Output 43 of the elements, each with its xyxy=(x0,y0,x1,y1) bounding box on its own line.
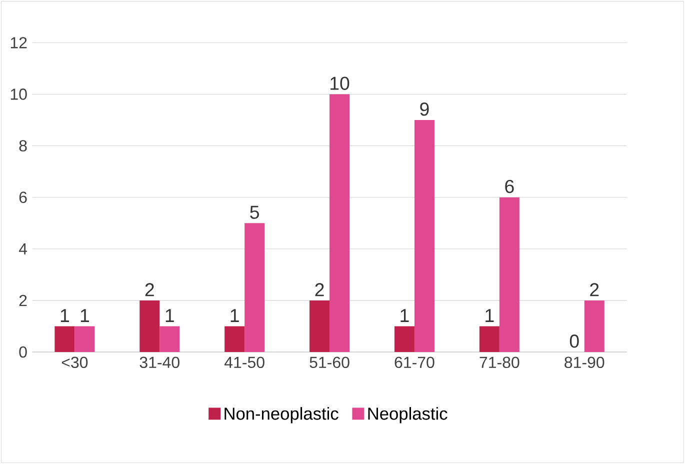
x-tick-label: 81-90 xyxy=(564,356,604,368)
legend-label: Non-neoplastic xyxy=(224,407,338,424)
bar xyxy=(499,197,520,352)
x-tick-label: 51-60 xyxy=(310,356,350,368)
bar xyxy=(140,300,160,352)
y-tick-label: 12 xyxy=(10,37,27,48)
bar xyxy=(224,326,245,352)
bar xyxy=(394,326,414,352)
bar xyxy=(54,326,75,352)
data-label: 9 xyxy=(420,102,429,116)
y-tick-label: 2 xyxy=(19,294,27,306)
bar xyxy=(160,326,180,352)
x-tick-label: 41-50 xyxy=(224,356,264,368)
y-tick-label: 0 xyxy=(19,346,27,358)
bar xyxy=(414,120,434,352)
data-label: 0 xyxy=(570,334,579,348)
y-tick-label: 10 xyxy=(10,88,27,100)
x-tick-label: 31-40 xyxy=(140,356,180,368)
bar xyxy=(330,94,350,352)
data-label: 1 xyxy=(80,309,89,322)
bar xyxy=(74,326,95,352)
data-label: 1 xyxy=(166,309,174,322)
bar xyxy=(584,300,604,352)
data-label: 5 xyxy=(250,206,259,219)
legend-label: Neoplastic xyxy=(368,407,448,424)
data-label: 1 xyxy=(400,309,409,322)
bar xyxy=(310,300,330,352)
data-label: 10 xyxy=(330,76,350,90)
data-label: 1 xyxy=(486,309,494,322)
data-label: 6 xyxy=(505,180,514,194)
data-label: 1 xyxy=(230,309,239,322)
y-tick-label: 6 xyxy=(19,192,27,203)
x-tick-label: 61-70 xyxy=(394,356,434,368)
y-tick-label: 8 xyxy=(19,140,27,152)
data-label: 2 xyxy=(145,283,154,296)
x-tick-label: 71-80 xyxy=(480,356,520,368)
x-tick-label: <30 xyxy=(62,356,88,368)
data-label: 2 xyxy=(315,283,324,296)
bar xyxy=(479,326,500,352)
y-tick-label: 4 xyxy=(18,243,28,254)
data-label: 1 xyxy=(60,309,69,322)
data-label: 2 xyxy=(590,283,599,296)
bar xyxy=(244,223,265,352)
